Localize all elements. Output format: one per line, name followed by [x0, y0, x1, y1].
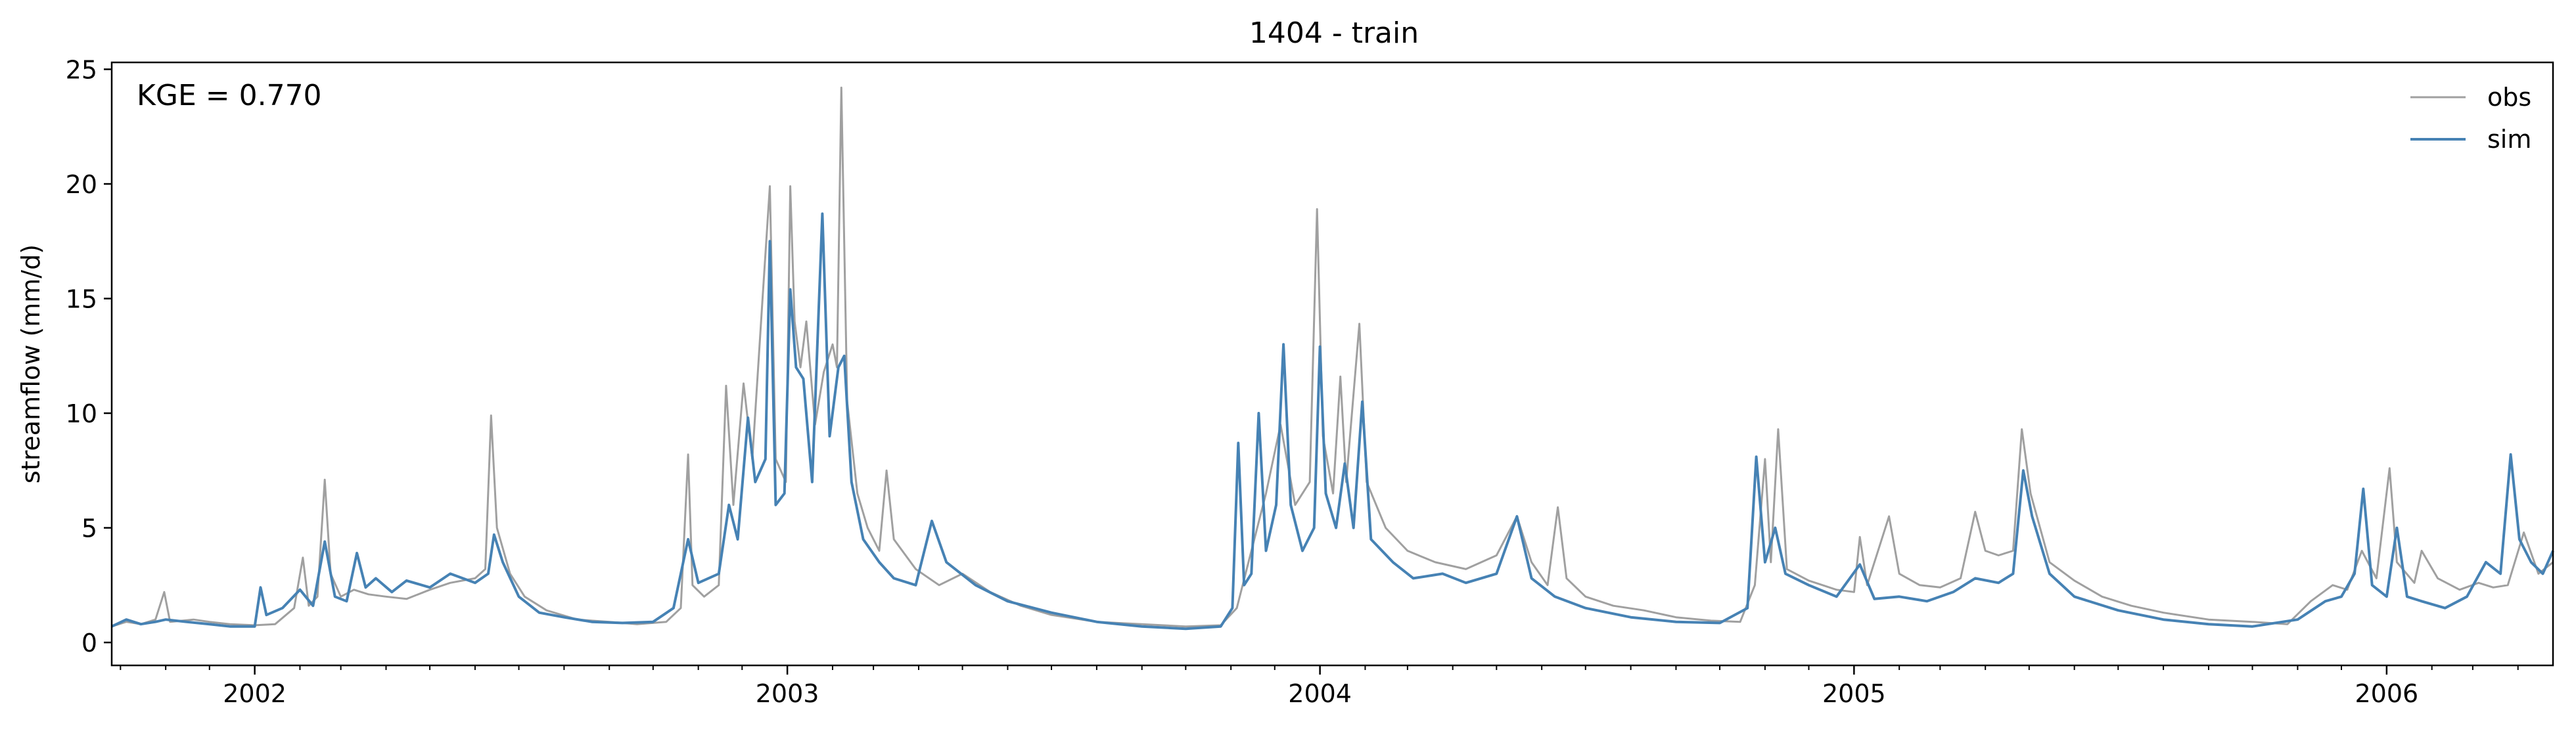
x-tick-label: 2005 — [1822, 679, 1886, 708]
x-axis: 2002 2003 2004 2005 2006 — [120, 665, 2519, 708]
kge-annotation: KGE = 0.770 — [137, 79, 322, 112]
x-tick-label: 2002 — [223, 679, 287, 708]
x-tick-label: 2004 — [1288, 679, 1352, 708]
plot-area — [111, 86, 2554, 631]
y-tick-label: 25 — [66, 55, 97, 84]
series-line-obs — [111, 86, 2554, 628]
plot-frame — [110, 61, 2554, 667]
y-tick-label: 20 — [66, 170, 97, 199]
x-tick-label: 2003 — [756, 679, 819, 708]
x-tick-label: 2006 — [2355, 679, 2418, 708]
legend-label-obs: obs — [2487, 83, 2531, 112]
y-axis: 0 5 10 15 20 25 — [66, 55, 112, 658]
y-axis-label: streamflow (mm/d) — [16, 244, 45, 483]
series-line-sim — [111, 212, 2554, 631]
legend-label-sim: sim — [2487, 125, 2531, 154]
y-tick-label: 15 — [66, 285, 97, 314]
y-tick-label: 0 — [81, 629, 97, 658]
chart-title: 1404 - train — [1249, 16, 1419, 50]
legend: obs sim — [2410, 83, 2531, 154]
y-tick-label: 10 — [66, 399, 97, 428]
y-tick-label: 5 — [81, 514, 97, 543]
